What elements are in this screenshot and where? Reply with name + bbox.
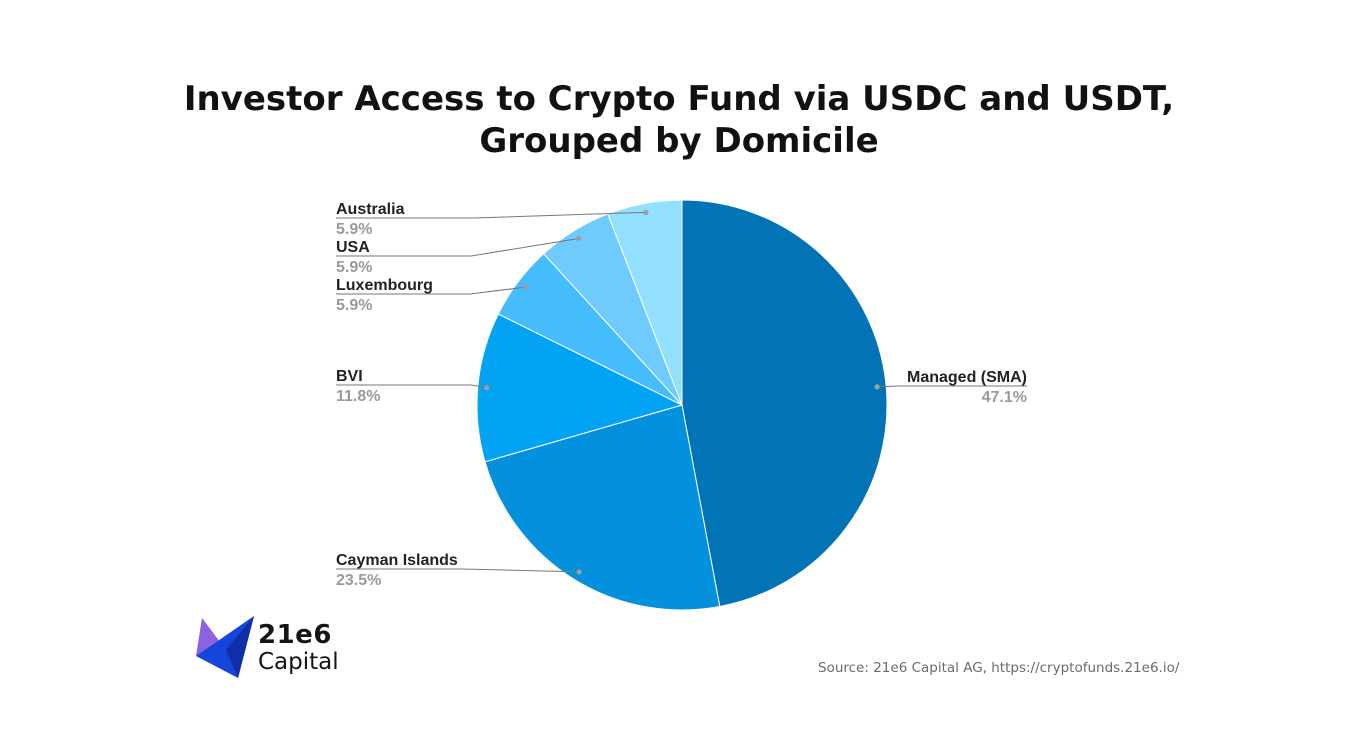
leader-line-managed-sma: [877, 385, 1027, 388]
slice-percent-australia: 5.9%: [336, 221, 372, 238]
slice-label-luxembourg: Luxembourg: [336, 277, 433, 294]
logo-text-21e6: 21e6: [258, 620, 332, 650]
chart-title-line-2: Grouped by Domicile: [479, 121, 879, 161]
slice-percent-luxembourg: 5.9%: [336, 297, 372, 314]
leader-line-bvi: [336, 384, 487, 388]
leader-dot-cayman-islands: [576, 569, 582, 575]
leader-dot-australia: [643, 209, 649, 215]
leader-line-luxembourg: [336, 286, 526, 295]
pie-slice-cayman-islands: [484, 404, 721, 611]
pie-slice-managed-sma: [681, 199, 888, 608]
logo-mark-icon: [196, 616, 254, 678]
slice-percent-managed-sma: 47.1%: [982, 389, 1027, 406]
source-note: Source: 21e6 Capital AG, https://cryptof…: [818, 660, 1180, 676]
slice-label-managed-sma: Managed (SMA): [907, 369, 1027, 386]
slice-label-bvi: BVI: [336, 368, 363, 385]
logo-text-capital: Capital: [258, 649, 339, 675]
slice-label-cayman-islands: Cayman Islands: [336, 552, 458, 569]
leader-line-australia: [336, 211, 646, 219]
slice-percent-usa: 5.9%: [336, 259, 372, 276]
leader-dot-luxembourg: [522, 284, 528, 290]
slice-label-australia: Australia: [336, 201, 405, 218]
leader-dot-usa: [576, 235, 582, 242]
leader-line-cayman-islands: [336, 568, 580, 573]
slice-percent-bvi: 11.8%: [336, 388, 380, 405]
slice-percent-cayman-islands: 23.5%: [336, 572, 381, 589]
logo: 21e6 Capital: [196, 616, 356, 680]
chart-title-line-1: Investor Access to Crypto Fund via USDC …: [183, 79, 1175, 119]
leader-dot-managed-sma: [874, 384, 880, 390]
pie-slice-bvi: [476, 313, 684, 463]
chart-title: Investor Access to Crypto Fund via USDC …: [0, 78, 1358, 162]
leader-line-usa: [336, 237, 579, 257]
slice-label-usa: USA: [336, 239, 370, 256]
leader-dot-bvi: [484, 384, 490, 391]
